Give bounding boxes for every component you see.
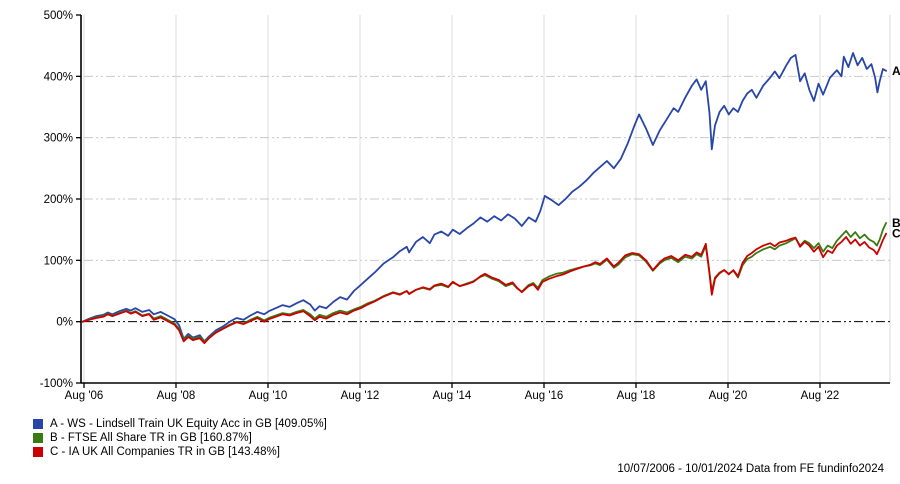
legend-swatch-c [33, 447, 43, 457]
x-tick-label-3: Aug '12 [341, 390, 380, 402]
y-tick-label-0: 500% [44, 10, 73, 22]
y-tick-label-3: 200% [44, 194, 73, 206]
y-tick-label-5: 0% [56, 317, 73, 329]
legend-label-c: C - IA UK All Companies TR in GB [143.48… [50, 446, 280, 458]
x-tick-label-1: Aug '08 [157, 390, 196, 402]
chart-footer-text: 10/07/2006 - 10/01/2024 Data from FE fun… [617, 463, 884, 475]
series-b-end-letter: B [892, 216, 900, 230]
y-tick-label-4: 100% [44, 255, 73, 267]
legend-swatch-b [33, 433, 43, 443]
series-c-end-letter: C [892, 227, 900, 241]
legend-label-a: A - WS - Lindsell Train UK Equity Acc in… [50, 418, 327, 430]
series-a-end-letter: A [892, 64, 900, 78]
y-tick-label-2: 300% [44, 133, 73, 145]
series-c-line [81, 232, 887, 345]
series-a-line [81, 52, 887, 343]
x-tick-label-7: Aug '20 [709, 390, 748, 402]
y-tick-label-1: 400% [44, 71, 73, 83]
legend-item-c: C - IA UK All Companies TR in GB [143.48… [33, 445, 327, 459]
x-tick-label-5: Aug '16 [525, 390, 564, 402]
legend-item-b: B - FTSE All Share TR in GB [160.87%] [33, 431, 327, 445]
series-b-line [81, 222, 887, 343]
x-tick-label-4: Aug '14 [433, 390, 472, 402]
legend-item-a: A - WS - Lindsell Train UK Equity Acc in… [33, 417, 327, 431]
legend-label-b: B - FTSE All Share TR in GB [160.87%] [50, 432, 252, 444]
x-tick-label-6: Aug '18 [617, 390, 656, 402]
legend-swatch-a [33, 419, 43, 429]
x-tick-label-0: Aug '06 [65, 390, 104, 402]
y-tick-label-6: -100% [40, 378, 73, 390]
chart-legend: A - WS - Lindsell Train UK Equity Acc in… [33, 417, 327, 459]
x-tick-label-8: Aug '22 [801, 390, 840, 402]
x-tick-label-2: Aug '10 [249, 390, 288, 402]
